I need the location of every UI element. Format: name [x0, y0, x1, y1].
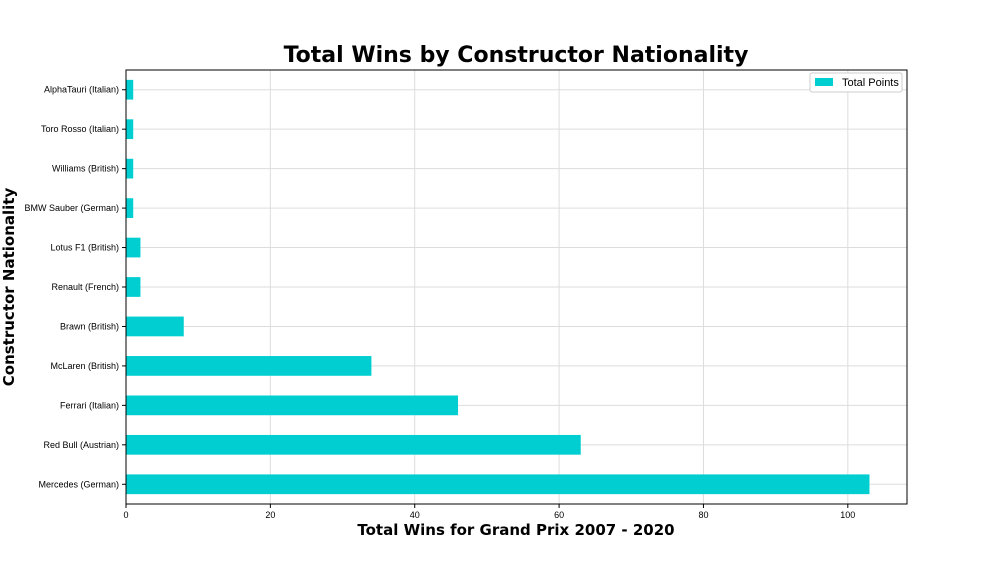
bar: [126, 474, 870, 495]
x-axis-title: Total Wins for Grand Prix 2007 - 2020: [357, 521, 674, 539]
bar: [126, 395, 459, 416]
y-tick-label: McLaren (British): [50, 361, 119, 371]
y-axis-title: Constructor Nationality: [0, 188, 18, 387]
x-tick-label: 60: [554, 510, 564, 520]
bar: [126, 356, 372, 376]
legend-swatch: [815, 78, 833, 86]
chart-title: Total Wins by Constructor Nationality: [284, 43, 749, 68]
y-tick-labels: Mercedes (German) Red Bull (Austrian) Ferr…: [24, 85, 126, 489]
y-tick-label: Lotus F1 (British): [50, 243, 119, 253]
x-tick-label: 80: [698, 510, 708, 520]
bar: [126, 237, 141, 258]
x-tick-label: 40: [410, 510, 420, 520]
legend-label: Total Points: [842, 77, 899, 89]
y-tick-label: Mercedes (German): [38, 479, 119, 489]
y-tick-label: Renault (French): [51, 282, 119, 292]
bar: [126, 277, 141, 297]
y-tick-label: AlphaTauri (Italian): [44, 85, 119, 95]
y-tick-label: Red Bull (Austrian): [43, 440, 119, 450]
bar: [126, 79, 134, 100]
y-tick-label: Ferrari (Italian): [60, 400, 119, 410]
y-tick-label: Toro Rosso (Italian): [41, 124, 119, 134]
bar: [126, 434, 581, 455]
y-tick-label: Williams (British): [52, 164, 119, 174]
x-tick-label: 100: [840, 510, 855, 520]
bar: [126, 198, 134, 218]
bar: [126, 158, 134, 179]
bar: [126, 316, 184, 337]
legend-box: [809, 72, 903, 93]
y-tick-label: Brawn (British): [60, 321, 119, 331]
x-tick-labels: 0 20 40 60 80 100: [123, 504, 855, 520]
legend: Total Points: [809, 72, 903, 93]
grid: [125, 70, 907, 504]
x-tick-label: 20: [265, 510, 275, 520]
x-tick-label: 0: [123, 510, 128, 520]
bar: [126, 119, 134, 140]
y-tick-label: BMW Sauber (German): [24, 203, 119, 213]
bars: [126, 79, 870, 495]
